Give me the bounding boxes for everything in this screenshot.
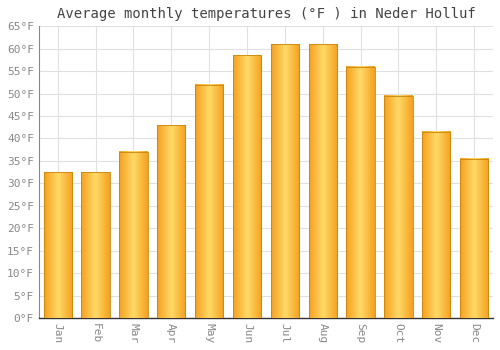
Bar: [308, 44, 337, 318]
Bar: [422, 132, 450, 318]
Bar: [195, 85, 224, 318]
Title: Average monthly temperatures (°F ) in Neder Holluf: Average monthly temperatures (°F ) in Ne…: [56, 7, 476, 21]
Bar: [119, 152, 148, 318]
Bar: [384, 96, 412, 318]
Bar: [82, 172, 110, 318]
Bar: [346, 66, 375, 318]
Bar: [157, 125, 186, 318]
Bar: [460, 159, 488, 318]
Bar: [270, 44, 299, 318]
Bar: [44, 172, 72, 318]
Bar: [233, 55, 261, 318]
